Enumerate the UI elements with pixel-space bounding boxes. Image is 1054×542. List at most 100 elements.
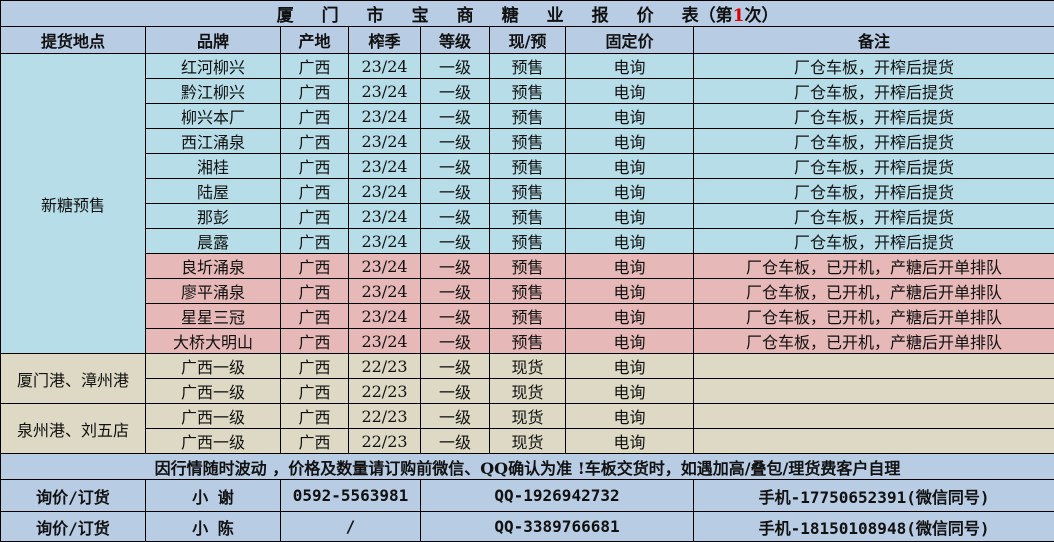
type-cell: 预售 <box>490 204 566 229</box>
remark-cell <box>694 404 1054 429</box>
origin-cell: 广西 <box>281 279 349 304</box>
season-cell: 23/24 <box>349 179 421 204</box>
title-number: 1 <box>733 6 745 26</box>
brand-cell: 大桥大明山 <box>146 329 281 354</box>
remark-cell: 厂仓车板，开榨后提货 <box>694 204 1054 229</box>
grade-cell: 一级 <box>421 154 490 179</box>
brand-cell: 柳兴本厂 <box>146 104 281 129</box>
grade-cell: 一级 <box>421 379 490 404</box>
season-cell: 23/24 <box>349 279 421 304</box>
location-cell: 泉州港、刘五店 <box>1 404 146 454</box>
season-cell: 23/24 <box>349 304 421 329</box>
price-cell: 电询 <box>566 204 694 229</box>
price-cell: 电询 <box>566 429 694 454</box>
origin-cell: 广西 <box>281 179 349 204</box>
price-cell: 电询 <box>566 154 694 179</box>
remark-cell: 厂仓车板，已开机，产糖后开单排队 <box>694 254 1054 279</box>
type-cell: 预售 <box>490 129 566 154</box>
remark-cell: 厂仓车板，开榨后提货 <box>694 154 1054 179</box>
header-type: 现/预 <box>490 27 566 54</box>
contact-mobile[interactable]: 手机-18150108948(微信同号) <box>694 512 1054 542</box>
remark-cell: 厂仓车板，开榨后提货 <box>694 54 1054 79</box>
brand-cell: 广西一级 <box>146 354 281 379</box>
season-cell: 23/24 <box>349 104 421 129</box>
origin-cell: 广西 <box>281 329 349 354</box>
type-cell: 预售 <box>490 304 566 329</box>
header-remark: 备注 <box>694 27 1054 54</box>
brand-cell: 广西一级 <box>146 429 281 454</box>
origin-cell: 广西 <box>281 304 349 329</box>
price-cell: 电询 <box>566 129 694 154</box>
origin-cell: 广西 <box>281 154 349 179</box>
page-title: 厦门市宝商糖业报价表（第1次） <box>1 1 1054 27</box>
contact-phone[interactable]: 0592-5563981 <box>281 480 421 512</box>
remark-cell: 厂仓车板，已开机，产糖后开单排队 <box>694 329 1054 354</box>
brand-cell: 那彭 <box>146 204 281 229</box>
price-cell: 电询 <box>566 304 694 329</box>
header-season: 榨季 <box>349 27 421 54</box>
brand-cell: 良圻涌泉 <box>146 254 281 279</box>
contact-name: 小 陈 <box>146 512 281 542</box>
type-cell: 预售 <box>490 254 566 279</box>
grade-cell: 一级 <box>421 404 490 429</box>
type-cell: 预售 <box>490 104 566 129</box>
header-grade: 等级 <box>421 27 490 54</box>
header-location: 提货地点 <box>1 27 146 54</box>
price-cell: 电询 <box>566 404 694 429</box>
header-brand: 品牌 <box>146 27 281 54</box>
origin-cell: 广西 <box>281 379 349 404</box>
type-cell: 预售 <box>490 79 566 104</box>
grade-cell: 一级 <box>421 254 490 279</box>
type-cell: 预售 <box>490 179 566 204</box>
contact-row: 询价/订货 小 谢 0592-5563981 QQ-1926942732 手机-… <box>1 480 1054 512</box>
origin-cell: 广西 <box>281 229 349 254</box>
title-prefix: （第 <box>699 6 733 26</box>
origin-cell: 广西 <box>281 54 349 79</box>
remark-cell: 厂仓车板，开榨后提货 <box>694 179 1054 204</box>
brand-cell: 西江涌泉 <box>146 129 281 154</box>
contact-mobile[interactable]: 手机-17750652391(微信同号) <box>694 480 1054 512</box>
remark-cell: 厂仓车板，开榨后提货 <box>694 129 1054 154</box>
season-cell: 23/24 <box>349 329 421 354</box>
contact-qq[interactable]: QQ-3389766681 <box>421 512 694 542</box>
season-cell: 23/24 <box>349 79 421 104</box>
origin-cell: 广西 <box>281 404 349 429</box>
title-row: 厦门市宝商糖业报价表（第1次） <box>1 1 1054 27</box>
grade-cell: 一级 <box>421 179 490 204</box>
contact-label: 询价/订货 <box>1 480 146 512</box>
grade-cell: 一级 <box>421 79 490 104</box>
season-cell: 23/24 <box>349 254 421 279</box>
header-row: 提货地点 品牌 产地 榨季 等级 现/预 固定价 备注 <box>1 27 1054 54</box>
type-cell: 预售 <box>490 229 566 254</box>
origin-cell: 广西 <box>281 129 349 154</box>
header-price: 固定价 <box>566 27 694 54</box>
origin-cell: 广西 <box>281 79 349 104</box>
price-cell: 电询 <box>566 379 694 404</box>
contact-name: 小 谢 <box>146 480 281 512</box>
remark-cell <box>694 354 1054 379</box>
price-cell: 电询 <box>566 354 694 379</box>
remark-cell <box>694 379 1054 404</box>
season-cell: 22/23 <box>349 404 421 429</box>
origin-cell: 广西 <box>281 254 349 279</box>
grade-cell: 一级 <box>421 429 490 454</box>
origin-cell: 广西 <box>281 429 349 454</box>
price-cell: 电询 <box>566 254 694 279</box>
contact-qq[interactable]: QQ-1926942732 <box>421 480 694 512</box>
brand-cell: 陆屋 <box>146 179 281 204</box>
remark-cell: 厂仓车板，开榨后提货 <box>694 229 1054 254</box>
grade-cell: 一级 <box>421 279 490 304</box>
